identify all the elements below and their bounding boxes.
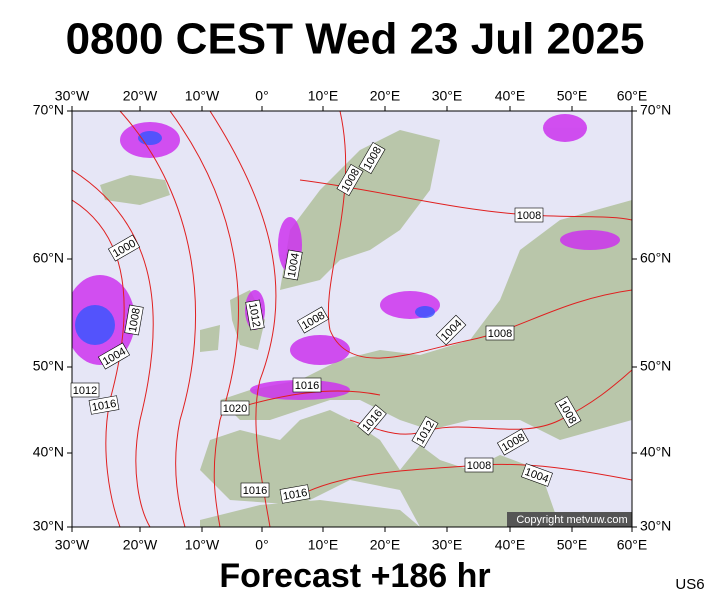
credit-box <box>507 512 632 527</box>
left-tick-label: 60°N <box>33 250 64 266</box>
isobar-label-text: 1016 <box>91 398 117 414</box>
isobar-label: 1016 <box>240 482 270 498</box>
isobar-label-text: 1008 <box>467 460 491 472</box>
bottom-tick-label: 10°W <box>185 537 220 553</box>
right-tick-label: 70°N <box>640 102 671 118</box>
isobar-label-text: 1008 <box>517 210 541 222</box>
isobar-label-box <box>521 463 553 487</box>
isobar-label-box <box>464 457 494 473</box>
isobar-label-box <box>124 304 144 336</box>
right-tick-label: 60°N <box>640 250 671 266</box>
bottom-tick-label: 50°E <box>557 537 588 553</box>
isobar-label-box <box>411 415 439 449</box>
isobar-label: 1008 <box>485 325 515 341</box>
isobar-label-box <box>485 325 515 341</box>
right-tick-label: 50°N <box>640 358 671 374</box>
isobar-label-text: 1016 <box>243 485 267 497</box>
top-tick-label: 10°W <box>185 88 220 104</box>
isobar-label-box <box>514 207 544 223</box>
isobar-label: 1008 <box>514 207 544 223</box>
bottom-tick-label: 40°E <box>495 537 526 553</box>
isobar-label-box <box>245 299 265 331</box>
isobar-label-text: 1008 <box>127 307 143 333</box>
isobar-label: 1016 <box>279 484 311 504</box>
top-tick-label: 50°E <box>557 88 588 104</box>
title: 0800 CEST Wed 23 Jul 2025 <box>66 15 645 64</box>
isobar-label-box <box>357 404 387 436</box>
left-tick-label: 70°N <box>33 102 64 118</box>
bottom-tick-label: 20°W <box>123 537 158 553</box>
isobar-label: 1020 <box>220 400 250 416</box>
isobar-label-text: 1008 <box>488 328 512 340</box>
isobar-label-box <box>107 234 141 262</box>
isobar-label-box <box>97 342 131 370</box>
model: US6 <box>675 576 704 593</box>
map-frame <box>71 110 633 528</box>
isobar-label-text: 1016 <box>295 380 319 392</box>
top-tick-label: 40°E <box>495 88 526 104</box>
isobar-label: 1004 <box>283 249 303 281</box>
isobar-label-box <box>336 163 364 197</box>
isobar-label-box <box>220 400 250 416</box>
bottom-tick-label: 20°E <box>370 537 401 553</box>
isobar-label-box <box>296 306 330 334</box>
top-tick-label: 10°E <box>308 88 339 104</box>
right-tick-label: 40°N <box>640 444 671 460</box>
right-tick-label: 30°N <box>640 518 671 534</box>
isobar-label-box <box>279 484 311 504</box>
isobar-label-text: 1012 <box>246 302 262 328</box>
isobar-label-box <box>292 377 322 393</box>
left-tick-label: 40°N <box>33 444 64 460</box>
tick-labels: 30°W 20°W 10°W 0° 10°E 20°E 30°E 40°E 50°E 60°E 30… <box>33 88 672 553</box>
top-tick-label: 20°W <box>123 88 158 104</box>
isobar-label: 1016 <box>88 395 120 415</box>
bottom-tick-label: 10°E <box>308 537 339 553</box>
isobar-label: 1008 <box>124 304 144 336</box>
isobar-label: 1008 <box>464 457 494 473</box>
left-tick-label: 50°N <box>33 358 64 374</box>
isobar-label-box <box>496 428 530 456</box>
credit: Copyright metvuw.com <box>516 514 627 526</box>
isobar-label-text: 1016 <box>282 487 308 503</box>
isobar-label-box <box>554 395 582 429</box>
top-tick-label: 30°E <box>432 88 463 104</box>
top-tick-label: 60°E <box>617 88 648 104</box>
bottom-tick-label: 30°E <box>432 537 463 553</box>
isobar-label-box <box>435 314 467 346</box>
bottom-tick-label: 60°E <box>617 537 648 553</box>
isobar-label-box <box>70 382 100 398</box>
left-tick-label: 30°N <box>33 518 64 534</box>
isobar-label: 1012 <box>245 299 265 331</box>
isobar-label-box <box>358 141 386 175</box>
top-tick-label: 20°E <box>370 88 401 104</box>
bottom-tick-label: 0° <box>255 537 268 553</box>
isobar-label-box <box>283 249 303 281</box>
top-tick-label: 30°W <box>55 88 90 104</box>
isobar-label: 1016 <box>292 377 322 393</box>
isobar-label-text: 1012 <box>73 385 97 397</box>
forecast: Forecast +186 hr <box>219 557 490 595</box>
isobar-label: 1012 <box>70 382 100 398</box>
top-tick-label: 0° <box>255 88 268 104</box>
isobar-label-text: 1020 <box>223 403 247 415</box>
isobar-label-text: 1004 <box>286 252 302 278</box>
bottom-tick-label: 30°W <box>55 537 90 553</box>
isobar-label-box <box>88 395 120 415</box>
isobar-label-box <box>240 482 270 498</box>
